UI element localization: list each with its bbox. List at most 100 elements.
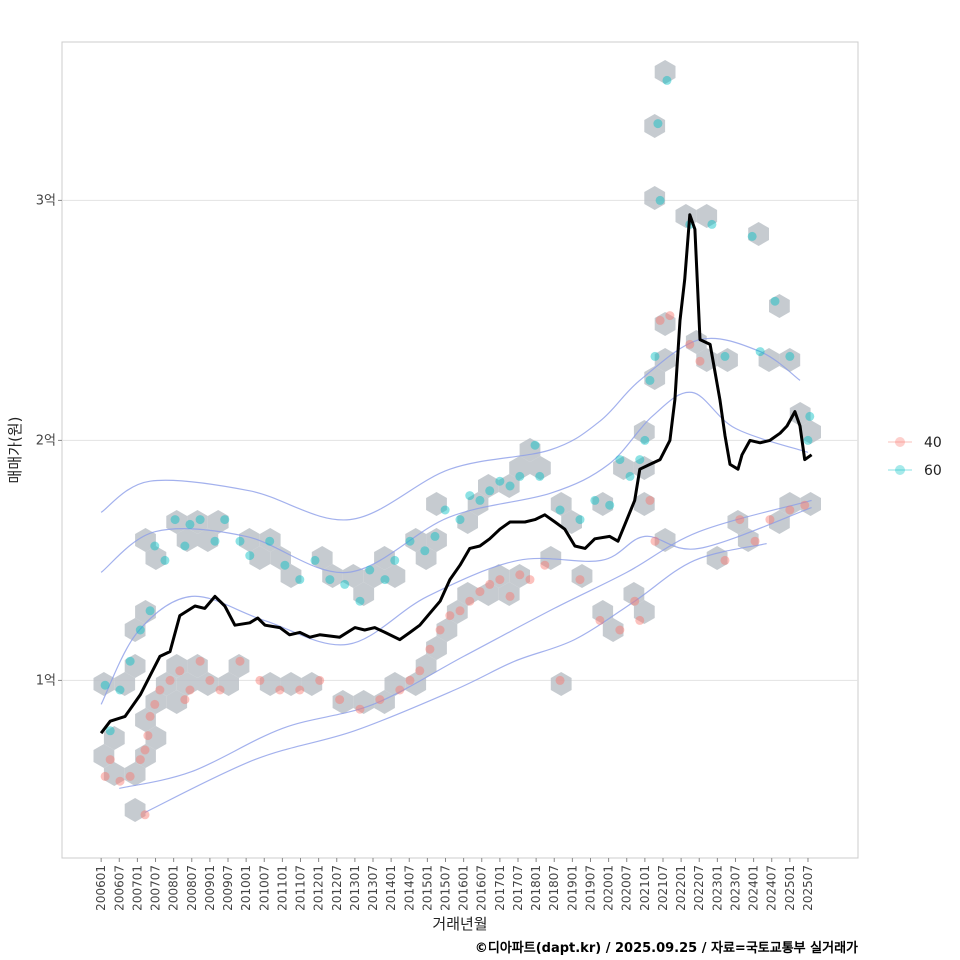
point-series-60 [485, 486, 495, 496]
x-tick-label: 202307 [729, 865, 743, 911]
hexbin [332, 690, 354, 714]
hexbin [633, 420, 655, 444]
point-series-60 [645, 375, 655, 385]
point-series-60 [145, 606, 155, 616]
point-series-40 [735, 515, 745, 525]
point-series-60 [195, 515, 205, 525]
hexbin [187, 510, 208, 534]
point-series-40 [685, 339, 695, 349]
x-tick-label: 202107 [656, 865, 670, 911]
point-series-40 [765, 515, 775, 525]
hexbin [384, 672, 406, 696]
point-series-40 [785, 505, 795, 515]
point-series-60 [747, 231, 757, 241]
legend-item-40[interactable]: 40 [888, 435, 942, 451]
y-axis: 1억 2억 3억 [36, 193, 62, 688]
hexbin [114, 672, 136, 696]
point-series-60 [615, 455, 625, 465]
x-tick-label: 202501 [783, 865, 797, 911]
x-tick-label: 201501 [420, 865, 434, 911]
hexbin [353, 582, 375, 606]
point-series-40 [615, 625, 625, 635]
point-series-40 [105, 755, 115, 765]
point-series-40 [145, 711, 155, 721]
x-tick-label: 201801 [529, 865, 543, 911]
x-tick-label: 201601 [457, 865, 471, 911]
point-series-40 [125, 771, 135, 781]
hexbin [270, 546, 291, 570]
contour-line [100, 391, 809, 574]
point-series-40 [475, 587, 485, 597]
hexbin [405, 672, 427, 696]
x-tick-label: 202401 [747, 865, 761, 911]
hexbin [530, 456, 551, 480]
point-series-60 [115, 685, 125, 695]
point-series-60 [210, 536, 220, 546]
x-tick-label: 200901 [203, 865, 217, 911]
hexbin [613, 456, 634, 480]
contour-line [100, 337, 801, 521]
x-tick-label: 200807 [185, 865, 199, 911]
point-series-60 [475, 495, 485, 505]
point-series-60 [605, 500, 615, 510]
hexbin [384, 564, 406, 588]
hexbin [374, 690, 395, 714]
point-series-40 [355, 704, 365, 714]
point-series-60 [235, 536, 245, 546]
point-series-40 [150, 699, 160, 709]
hexbin [478, 474, 499, 498]
point-series-60 [590, 495, 600, 505]
hexbin [633, 492, 655, 516]
hexbin [426, 528, 447, 552]
point-series-40 [645, 495, 655, 505]
hexbin [509, 456, 530, 480]
x-tick-label: 202207 [692, 865, 706, 911]
x-tick-label: 202507 [801, 865, 815, 911]
point-series-40 [630, 596, 640, 606]
hexbin [602, 618, 624, 642]
point-series-40 [135, 755, 145, 765]
legend-item-60[interactable]: 60 [888, 463, 942, 479]
point-series-40 [445, 611, 455, 621]
x-tick-label: 200607 [112, 865, 126, 911]
point-series-40 [515, 570, 525, 580]
hexbin [311, 546, 333, 570]
point-series-40 [185, 685, 195, 695]
x-tick-label: 201101 [275, 865, 289, 911]
point-series-40 [555, 675, 565, 685]
hexbin [498, 582, 520, 606]
point-series-40 [655, 315, 665, 325]
x-tick-label: 200707 [149, 865, 163, 911]
hexbin [145, 726, 167, 750]
point-series-40 [575, 575, 585, 585]
hexbin [228, 654, 250, 678]
point-series-60 [465, 491, 475, 501]
x-tick-label: 202407 [765, 865, 779, 911]
point-series-60 [455, 515, 465, 525]
point-series-40 [650, 536, 660, 546]
point-series-60 [245, 551, 255, 561]
x-tick-label: 202101 [638, 865, 652, 911]
x-tick-label: 201907 [584, 865, 598, 911]
point-series-60 [100, 680, 110, 690]
x-tick-label: 201201 [312, 865, 326, 911]
point-series-40 [155, 685, 165, 695]
legend: 40 60 [888, 435, 942, 479]
x-tick-label: 200801 [167, 865, 181, 911]
point-series-40 [425, 644, 435, 654]
point-series-60 [340, 579, 350, 589]
point-series-40 [140, 810, 150, 820]
hexbin [446, 600, 468, 624]
point-series-60 [170, 515, 180, 525]
hexbin [259, 528, 281, 552]
point-series-40 [455, 606, 465, 616]
hexbin [457, 510, 478, 534]
hexbin [93, 672, 115, 696]
hexbin [561, 510, 582, 534]
hexbin [166, 510, 188, 534]
hexbin [509, 564, 530, 588]
hexbin [592, 600, 614, 624]
hexbin [457, 582, 478, 606]
hexbin [197, 528, 219, 552]
contour-line [119, 499, 812, 789]
